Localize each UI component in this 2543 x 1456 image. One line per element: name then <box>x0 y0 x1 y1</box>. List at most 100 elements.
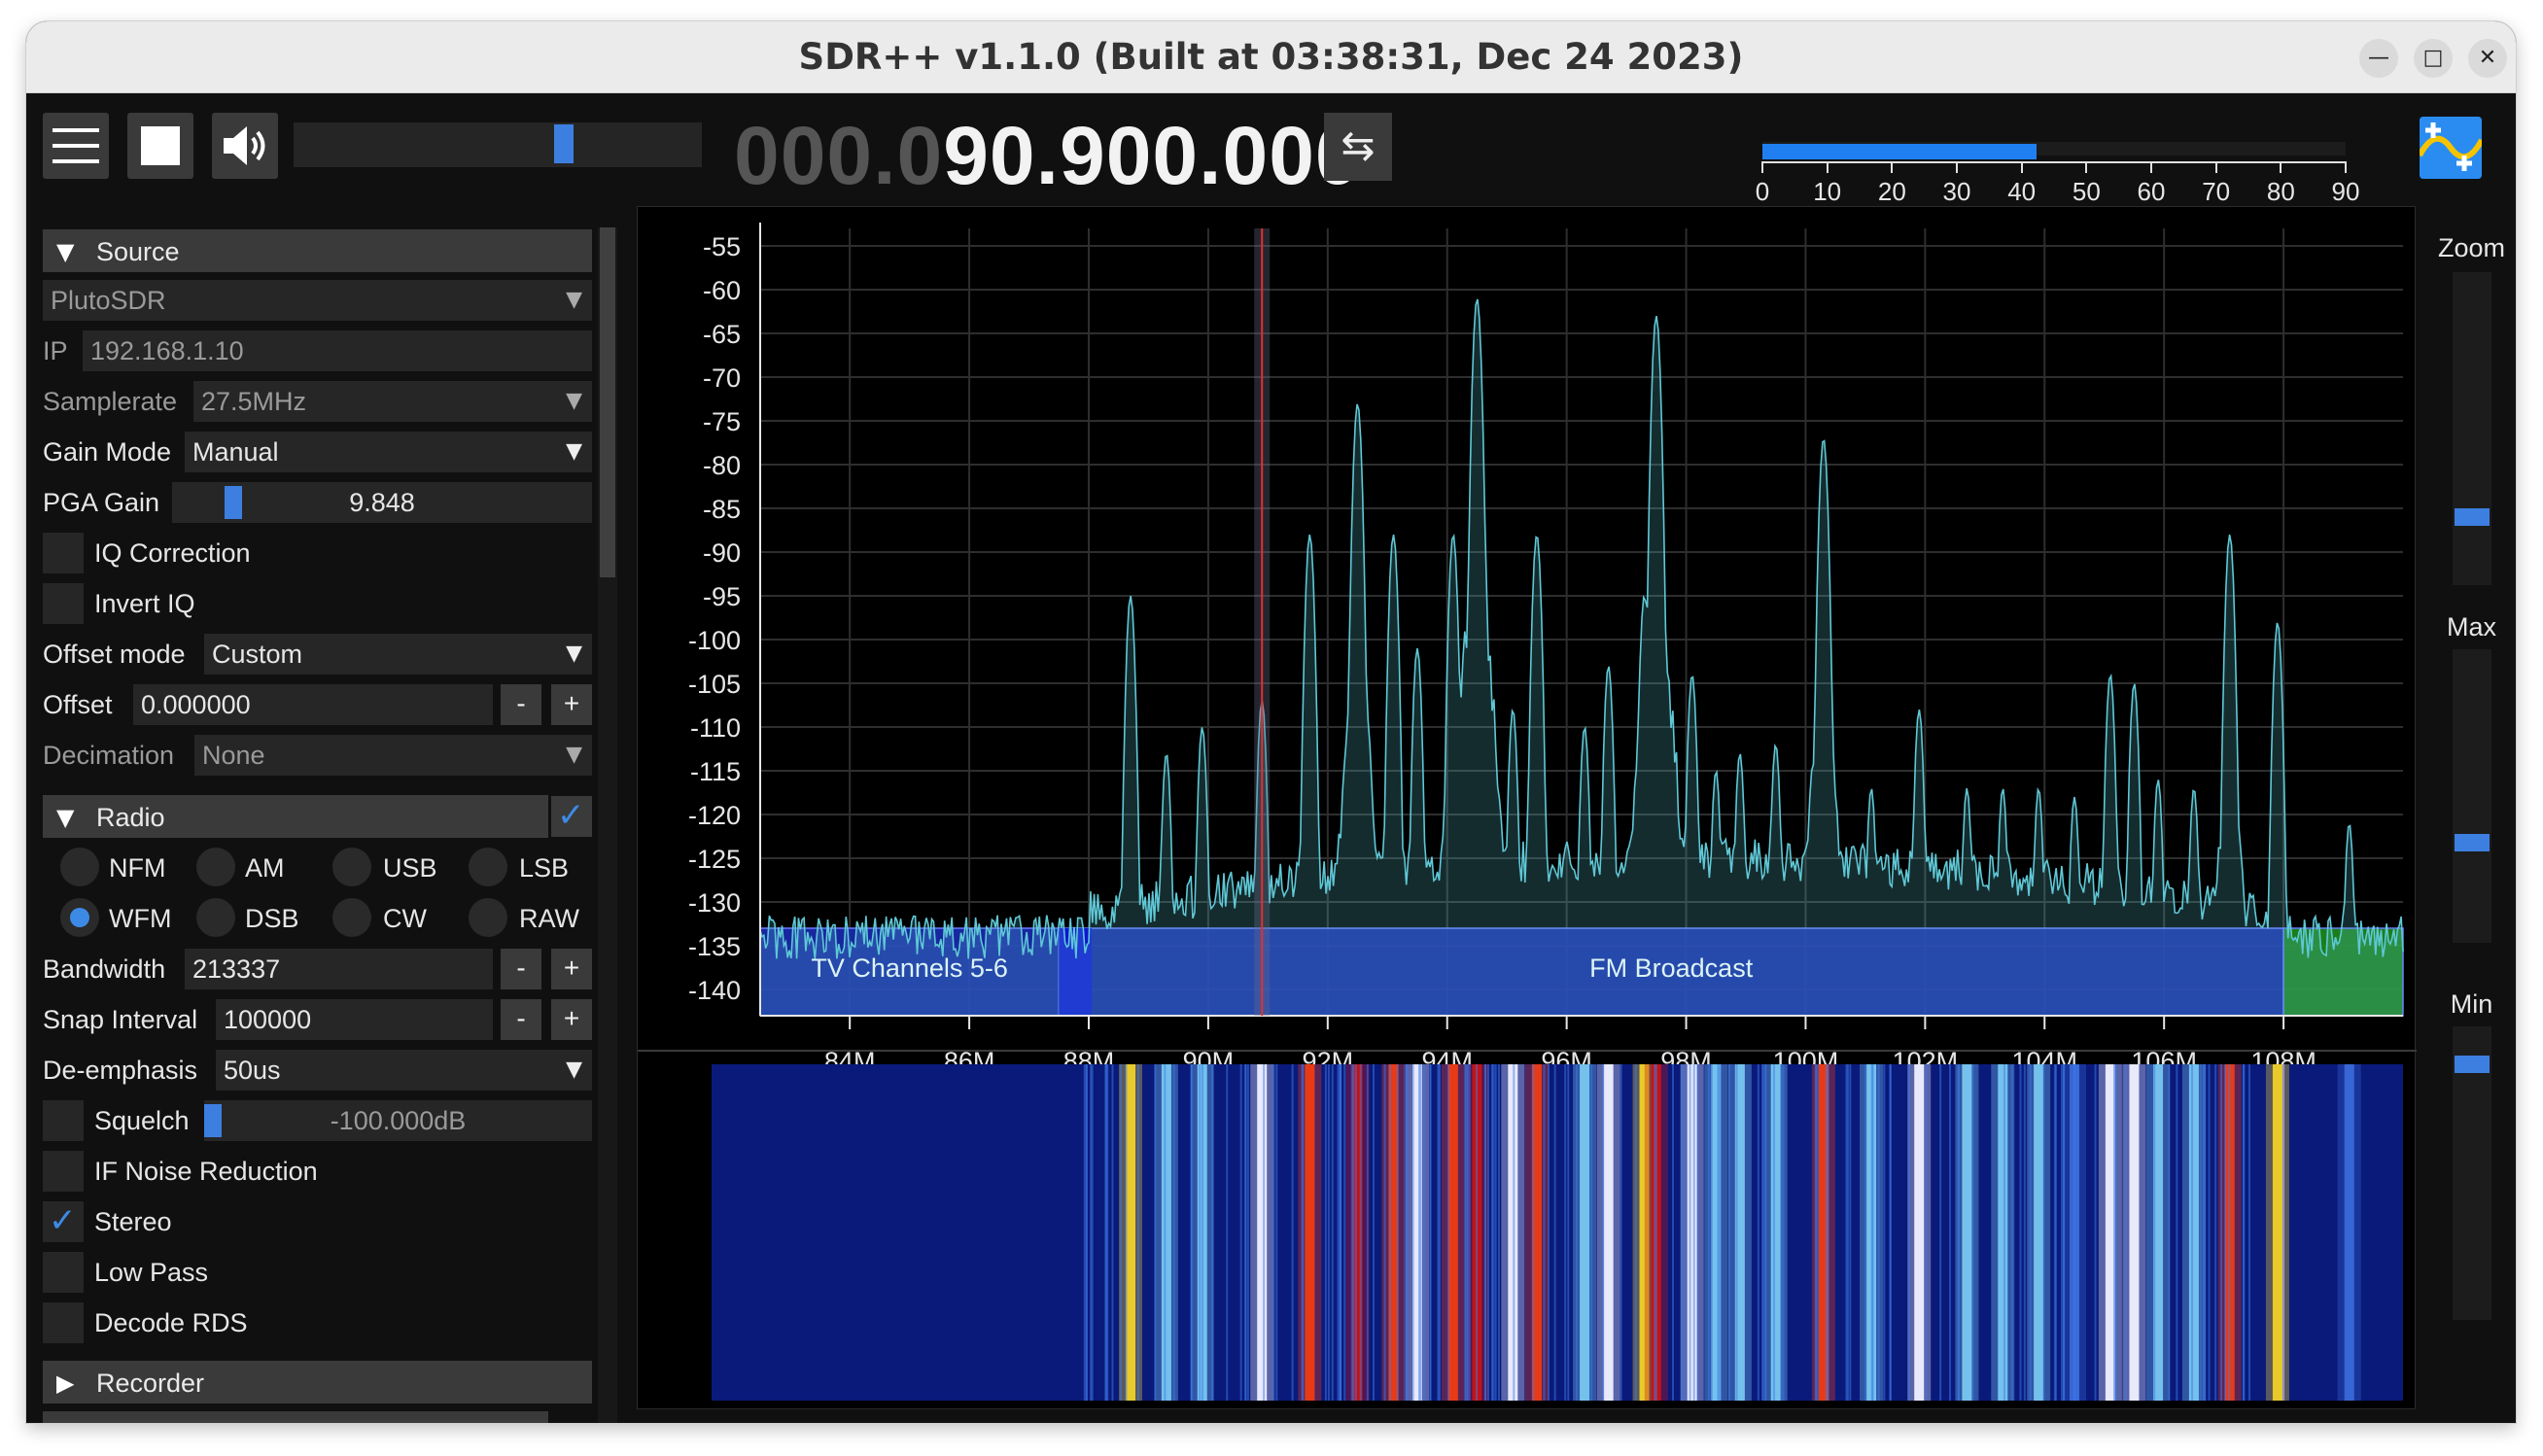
mode-radio-raw[interactable] <box>469 898 507 937</box>
waterfall-noise-line <box>1352 1064 1355 1401</box>
radio-enabled-checkbox[interactable]: ✓ <box>551 796 592 837</box>
waterfall-stripe-halo <box>1991 1064 2015 1401</box>
waterfall-noise-line <box>2003 1064 2006 1401</box>
snr-tick-label: 70 <box>2202 177 2231 206</box>
pga-gain-slider[interactable]: 9.848 <box>172 482 592 523</box>
snap-increment-button[interactable]: + <box>551 999 592 1040</box>
gain-mode-select[interactable]: Manual ▼ <box>185 432 592 472</box>
waterfall-stripe <box>1352 1064 1363 1401</box>
sdrpp-logo-icon[interactable] <box>2420 117 2482 179</box>
zoom-slider-knob[interactable] <box>2455 507 2490 526</box>
waterfall-stripe-halo <box>1250 1064 1274 1401</box>
squelch-slider[interactable]: -100.000dB <box>204 1100 592 1141</box>
mode-radio-cw[interactable] <box>332 898 371 937</box>
radio2-section-header[interactable]: ▶ Radio2 <box>43 1411 548 1423</box>
invert-iq-checkbox[interactable] <box>43 583 84 624</box>
waterfall-noise-line <box>2029 1064 2032 1401</box>
offset-decrement-button[interactable]: - <box>501 684 541 725</box>
close-button[interactable]: ✕ <box>2468 39 2507 78</box>
volume-slider-knob[interactable] <box>554 124 574 163</box>
waterfall-stripe <box>1447 1064 1458 1401</box>
max-slider[interactable] <box>2453 649 2491 943</box>
waterfall-noise-line <box>1634 1064 1637 1401</box>
iq-correction-checkbox[interactable] <box>43 533 84 573</box>
stop-button[interactable] <box>127 113 193 179</box>
stereo-checkbox[interactable]: ✓ <box>43 1201 84 1242</box>
waterfall-noise-line <box>1343 1064 1346 1401</box>
bandwidth-input[interactable]: 213337 <box>185 949 493 989</box>
decimation-select[interactable]: None ▼ <box>194 735 592 776</box>
sidebar-scrollbar[interactable] <box>598 227 617 1423</box>
mode-radio-am[interactable] <box>196 848 235 886</box>
bandwidth-decrement-button[interactable]: - <box>501 949 541 989</box>
minimize-button[interactable]: — <box>2359 39 2398 78</box>
mode-radio-nfm[interactable] <box>60 848 99 886</box>
ip-label: IP <box>43 336 68 365</box>
offset-input[interactable]: 0.000000 <box>133 684 493 725</box>
waterfall-noise-line <box>2153 1064 2156 1401</box>
deemphasis-select[interactable]: 50us ▼ <box>216 1050 592 1091</box>
samplerate-select[interactable]: 27.5MHz ▼ <box>193 381 592 422</box>
menu-button[interactable] <box>43 113 109 179</box>
waterfall-stripe <box>1818 1064 1829 1401</box>
y-tick-label: -80 <box>703 451 741 480</box>
recorder-section-header[interactable]: ▶ Recorder <box>43 1361 592 1404</box>
snr-meter-fill <box>1762 144 2037 159</box>
zoom-slider[interactable] <box>2453 272 2491 585</box>
waterfall-noise-line <box>1327 1064 1330 1401</box>
mode-radio-wfm[interactable] <box>60 898 99 937</box>
squelch-checkbox[interactable] <box>43 1100 84 1141</box>
offset-mode-select[interactable]: Custom ▼ <box>204 634 592 675</box>
sidebar-scrollbar-thumb[interactable] <box>600 227 615 577</box>
band-label: FM Broadcast <box>1589 953 1754 983</box>
bandwidth-increment-button[interactable]: + <box>551 949 592 989</box>
mode-label-usb: USB <box>383 853 437 883</box>
min-slider[interactable] <box>2453 1026 2491 1320</box>
radio-section-header[interactable]: ▼ Radio <box>43 795 548 838</box>
pga-gain-slider-knob[interactable] <box>225 486 242 519</box>
gain-mode-value: Manual <box>192 437 279 467</box>
snap-interval-input[interactable]: 100000 <box>216 999 493 1040</box>
y-tick-label: -60 <box>703 276 741 305</box>
dropdown-arrow-icon: ▼ <box>566 641 582 666</box>
waterfall-noise-line <box>2073 1064 2075 1401</box>
low-pass-checkbox[interactable] <box>43 1252 84 1293</box>
speaker-icon <box>224 126 265 165</box>
ip-input[interactable]: 192.168.1.10 <box>83 330 592 371</box>
source-section-title: Source <box>96 237 180 266</box>
mode-radio-lsb[interactable] <box>469 848 507 886</box>
waterfall-noise-line <box>1275 1064 1278 1401</box>
snap-decrement-button[interactable]: - <box>501 999 541 1040</box>
waterfall-noise-line <box>1883 1064 1886 1401</box>
snr-tick <box>1891 161 1894 173</box>
spectrum-chart[interactable]: TV Channels 5-6 FM Broadcast -55 -60 -65 -70… <box>638 207 2417 1410</box>
mode-radio-usb[interactable] <box>332 848 371 886</box>
waterfall-noise-line <box>1239 1064 1242 1401</box>
if-noise-reduction-checkbox[interactable] <box>43 1151 84 1192</box>
volume-slider[interactable] <box>294 122 702 167</box>
waterfall-noise-line <box>1827 1064 1829 1401</box>
squelch-slider-knob[interactable] <box>204 1104 222 1137</box>
waterfall-stripe-halo <box>2265 1064 2289 1401</box>
maximize-button[interactable]: □ <box>2414 39 2453 78</box>
frequency-active-digits[interactable]: 90.900.000 <box>943 110 1362 201</box>
source-section-header[interactable]: ▼ Source <box>43 229 592 272</box>
waterfall-stripe <box>1161 1064 1171 1401</box>
mute-button[interactable] <box>212 113 278 179</box>
swap-arrows-button[interactable]: ⇆ <box>1324 113 1392 181</box>
waterfall-noise-line <box>2199 1064 2202 1401</box>
frequency-display[interactable]: 000.090.900.000 <box>734 109 1362 203</box>
waterfall-stripe <box>1962 1064 1972 1401</box>
waterfall-noise-line <box>1762 1064 1765 1401</box>
source-device-select[interactable]: PlutoSDR ▼ <box>43 280 592 321</box>
frequency-leading-digits[interactable]: 000.0 <box>734 110 944 201</box>
mode-radio-dsb[interactable] <box>196 898 235 937</box>
y-tick-label: -65 <box>703 320 741 349</box>
offset-increment-button[interactable]: + <box>551 684 592 725</box>
waterfall-noise-line <box>2168 1064 2171 1401</box>
window-title: SDR++ v1.1.0 (Built at 03:38:31, Dec 24 … <box>798 36 1744 78</box>
max-slider-knob[interactable] <box>2455 833 2490 851</box>
decode-rds-checkbox[interactable] <box>43 1302 84 1343</box>
min-slider-knob[interactable] <box>2455 1056 2490 1074</box>
spectrum-waterfall-area[interactable]: TV Channels 5-6 FM Broadcast -55 -60 -65 -70… <box>637 206 2417 1410</box>
